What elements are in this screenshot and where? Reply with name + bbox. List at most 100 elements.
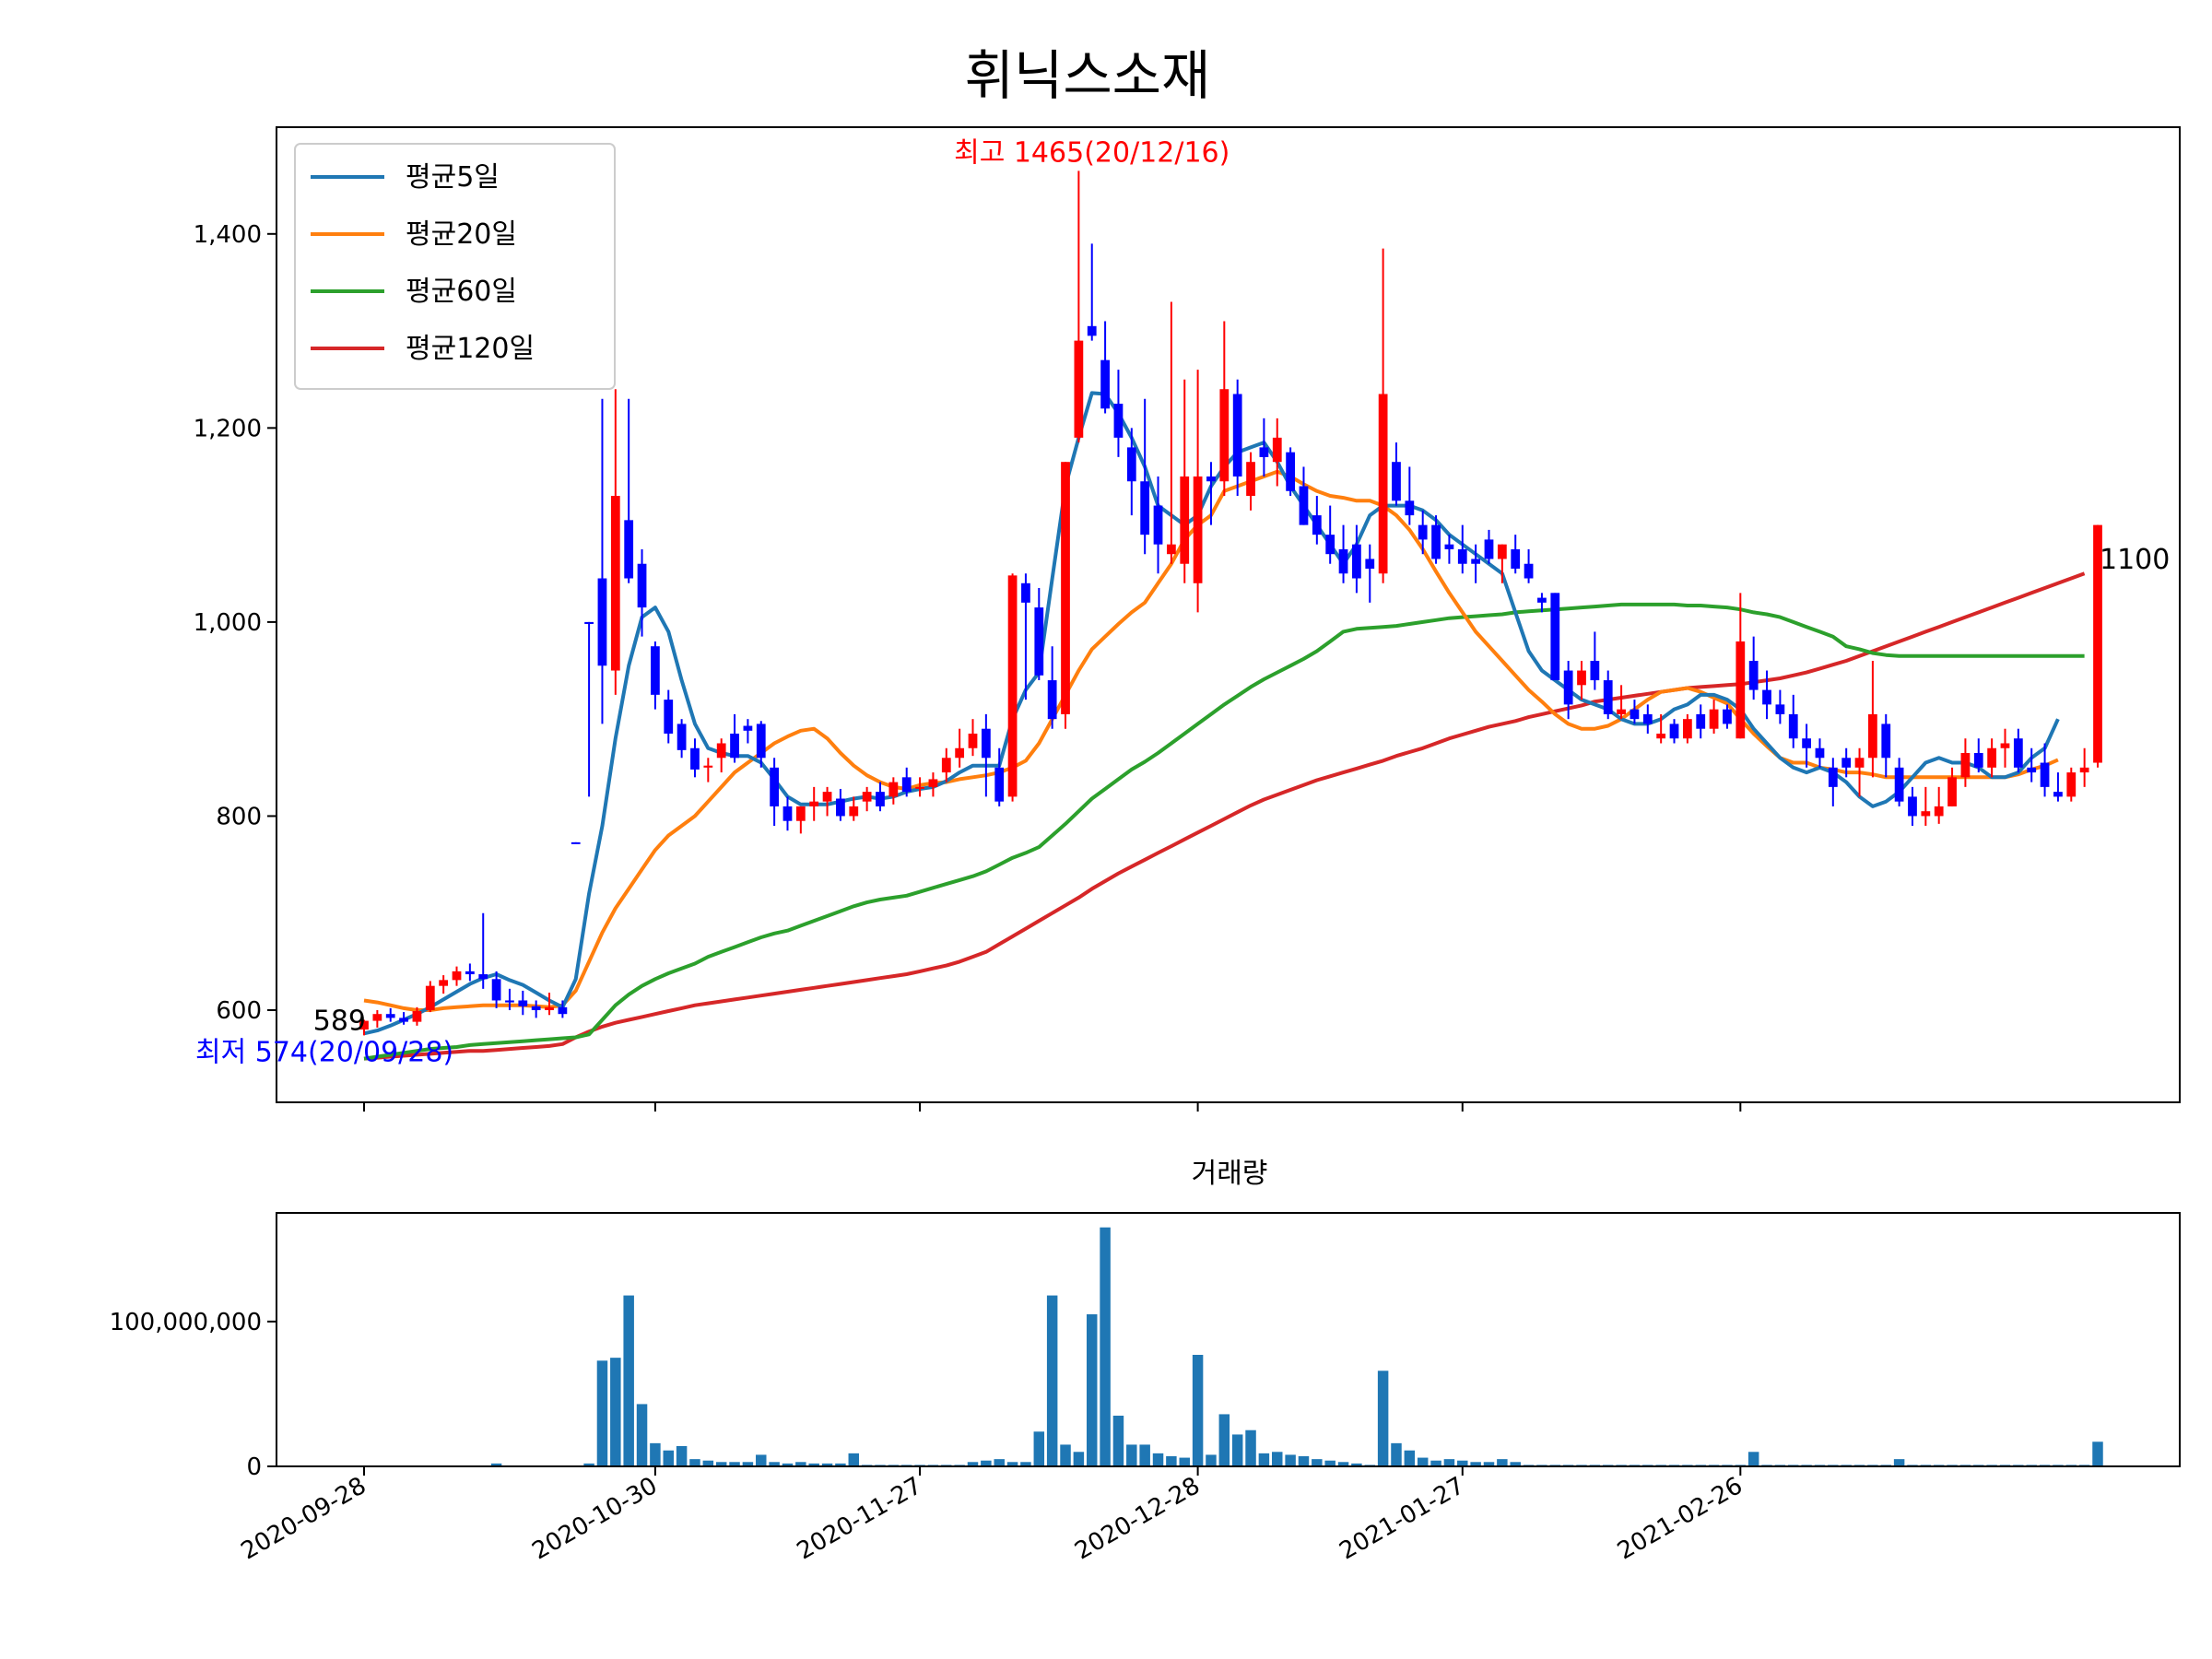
candle-body xyxy=(1973,753,1983,768)
candle-body xyxy=(901,777,912,793)
candle-body xyxy=(1511,548,1521,569)
candle-body xyxy=(1881,724,1891,759)
candle xyxy=(425,981,435,1013)
volume-bar xyxy=(1020,1462,1031,1466)
candle xyxy=(1100,321,1110,414)
candle-body xyxy=(1325,535,1335,555)
candle-body xyxy=(849,806,859,817)
candle-body xyxy=(1947,777,1957,806)
candle-body xyxy=(770,767,780,806)
candle xyxy=(610,389,620,695)
volume-bar xyxy=(1206,1454,1217,1466)
price-x-ticks xyxy=(363,1102,1742,1112)
legend-label-ma5: 평균5일 xyxy=(406,161,500,194)
candle-body xyxy=(1167,544,1176,555)
candle-body xyxy=(637,563,647,608)
candle xyxy=(1973,738,1983,773)
candle-body xyxy=(624,520,634,579)
candle xyxy=(664,689,674,744)
volume-bar xyxy=(1404,1450,1416,1466)
candle xyxy=(1656,713,1666,744)
candle xyxy=(809,786,819,821)
candle xyxy=(968,719,978,757)
last-price-annotation: 1100 xyxy=(2100,544,2170,576)
candle xyxy=(1365,544,1375,603)
legend-item-ma5: 평균5일 xyxy=(311,161,500,194)
candle-body xyxy=(1550,593,1560,681)
volume-bar xyxy=(1258,1453,1270,1466)
candle-body xyxy=(968,733,978,748)
volume-bar xyxy=(1377,1371,1389,1466)
price-axis-ticks: 600 800 1,000 1,200 1,400 xyxy=(194,221,276,1025)
candle xyxy=(1617,685,1626,720)
volume-bar xyxy=(1073,1452,1085,1466)
candle xyxy=(1563,661,1573,720)
price-ytick-label: 1,200 xyxy=(194,415,262,442)
candle xyxy=(730,713,739,763)
candle-body xyxy=(597,578,607,666)
candle xyxy=(941,747,951,782)
candle xyxy=(1047,646,1057,729)
candle xyxy=(558,1000,568,1018)
candle xyxy=(1828,758,1838,806)
candle-body xyxy=(941,758,951,773)
volume-bar xyxy=(1126,1444,1137,1466)
price-ytick-label: 1,000 xyxy=(194,609,262,637)
candle xyxy=(1444,535,1454,564)
candle xyxy=(1960,738,1971,787)
candle-body xyxy=(1590,661,1600,681)
candle xyxy=(955,728,965,768)
candle xyxy=(531,1000,541,1018)
candle-body xyxy=(1802,738,1811,748)
candle-body xyxy=(1748,661,1759,690)
candle-body xyxy=(782,806,793,821)
candle-body xyxy=(1854,758,1865,768)
volume-bar xyxy=(1112,1416,1124,1466)
candle-body xyxy=(1153,505,1163,545)
candle-body xyxy=(2053,792,2063,797)
candle-body xyxy=(2066,772,2077,797)
volume-bars xyxy=(359,1227,2103,1467)
volume-bar xyxy=(1231,1434,1243,1466)
volume-bar xyxy=(1139,1444,1150,1466)
candle xyxy=(491,971,501,1008)
candle xyxy=(2053,772,2063,802)
candle-body xyxy=(1934,806,1944,817)
candle-body xyxy=(955,747,965,759)
volume-bar xyxy=(756,1454,767,1466)
candle xyxy=(1947,767,1957,806)
candle xyxy=(1669,719,1679,744)
volume-bar xyxy=(2092,1441,2103,1466)
candle xyxy=(1021,573,1030,700)
volume-bar xyxy=(1430,1460,1441,1466)
candle xyxy=(862,786,872,812)
candle xyxy=(1325,505,1335,564)
candle-body xyxy=(1908,796,1917,817)
candle xyxy=(1696,704,1706,739)
candle xyxy=(1841,747,1852,778)
candle-body xyxy=(1762,689,1771,705)
price-ytick-label: 1,400 xyxy=(194,221,262,249)
candle xyxy=(624,398,634,583)
legend-label-ma20: 평균20일 xyxy=(406,218,517,251)
candle-body xyxy=(359,1020,369,1030)
volume-bar xyxy=(1417,1457,1429,1466)
candle xyxy=(452,966,462,986)
candle-body xyxy=(1775,704,1785,714)
candle-body xyxy=(531,1006,541,1010)
candle xyxy=(1854,747,1865,797)
candle xyxy=(1180,379,1190,583)
volume-bar xyxy=(1457,1460,1468,1466)
candle xyxy=(637,548,647,637)
candle xyxy=(1007,573,1018,802)
candle xyxy=(1405,466,1415,525)
volume-bar xyxy=(583,1463,594,1466)
candle xyxy=(690,738,700,778)
candle xyxy=(770,758,780,826)
candle xyxy=(1511,535,1521,574)
candle xyxy=(1748,636,1759,700)
candle-body xyxy=(1259,447,1269,457)
candle-body xyxy=(1113,404,1124,438)
candle xyxy=(597,398,607,724)
candle xyxy=(1497,544,1507,583)
